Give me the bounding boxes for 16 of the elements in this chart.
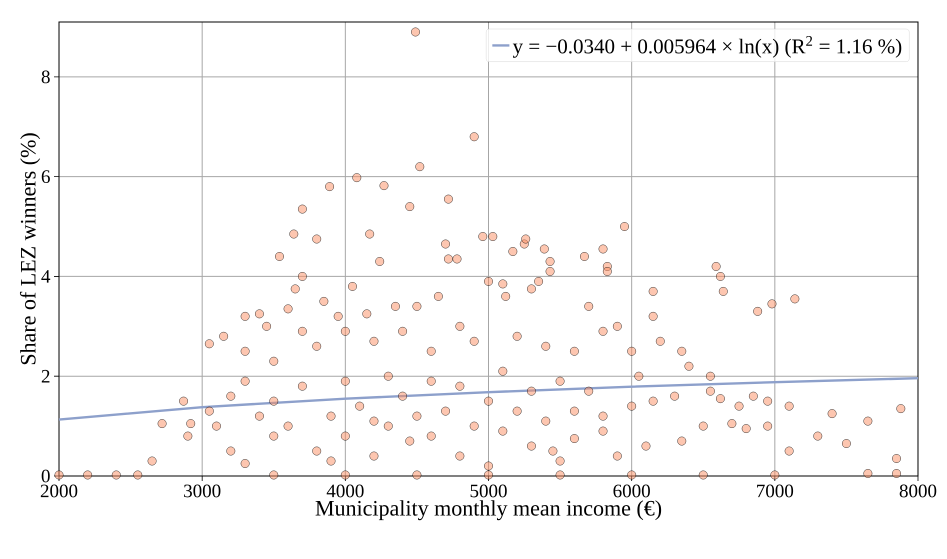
x-tick-label: 2000 <box>40 484 78 498</box>
line-series <box>58 377 920 421</box>
x-tick-label: 3000 <box>184 484 220 498</box>
y-tick-label: 6 <box>42 170 50 184</box>
x-tick-label: 8000 <box>900 484 936 498</box>
x-tick-label: 6000 <box>613 484 650 498</box>
y-axis-title: Share of LEZ winners (%) <box>20 133 40 364</box>
x-tick-label: 4000 <box>326 484 364 498</box>
x-tick-label: 5000 <box>470 484 507 498</box>
legend-label: y = −0.0340 + 0.005964 × ln(x) (R$^{2}$ = 1.16 %) <box>512 36 902 58</box>
x-axis-title: Municipality monthly mean income (€) <box>316 500 662 520</box>
y-tick-label: 8 <box>42 70 50 84</box>
y-tick-label: 2 <box>42 370 50 382</box>
x-tick-label: 7000 <box>757 484 794 498</box>
y-tick-label: 0 <box>42 470 50 482</box>
y-tick-label: 4 <box>41 270 50 283</box>
